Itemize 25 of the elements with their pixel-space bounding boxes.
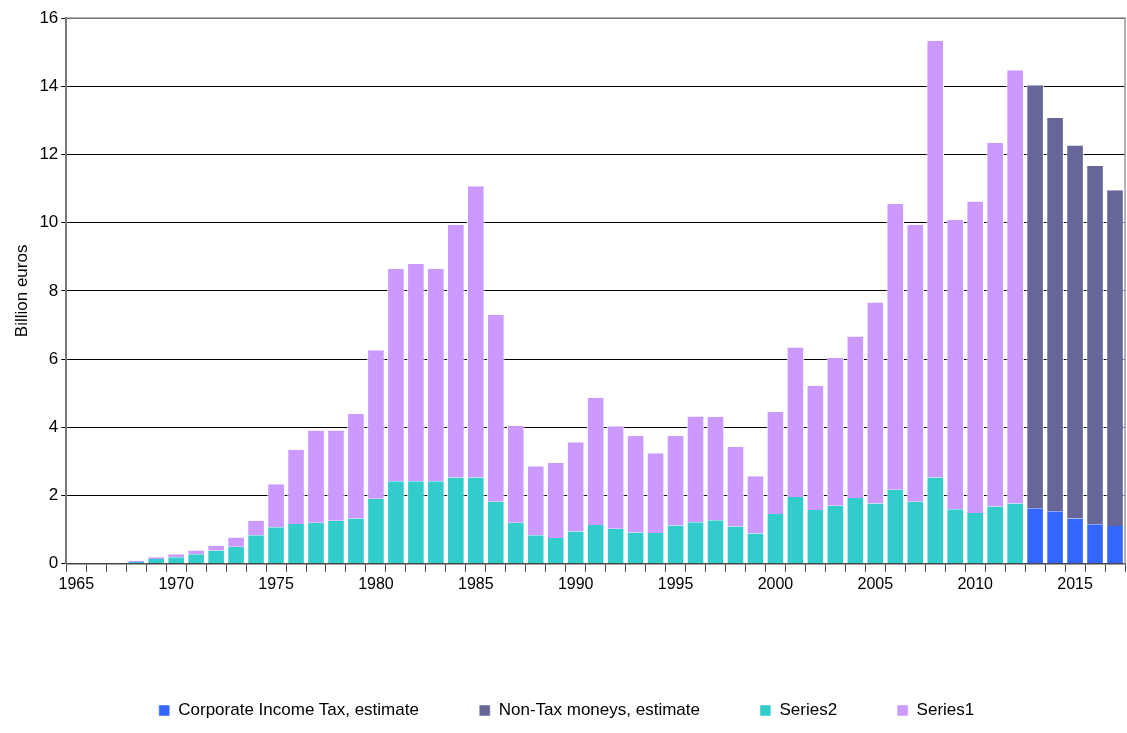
y-tick-label: 12: [39, 144, 59, 164]
x-tick-label: 2010: [957, 574, 994, 592]
x-tick-label: 1995: [657, 574, 694, 592]
y-tick-label: 10: [39, 212, 59, 232]
y-tick-label: 6: [48, 348, 59, 368]
legend-label: Corporate Income Tax, estimate: [178, 700, 419, 720]
y-tick-label: 8: [48, 280, 59, 300]
legend-label: Series1: [916, 700, 975, 720]
x-tick-label: 2000: [757, 574, 794, 592]
legend-label: Series2: [779, 700, 838, 720]
x-tick-label: 1985: [458, 574, 494, 592]
y-tick-label: 0: [48, 553, 59, 573]
y-axis-title: Billion euros: [11, 244, 31, 338]
y-tick-label: 16: [39, 7, 59, 27]
x-tick-label: 2015: [1057, 574, 1093, 592]
x-tick-label: 2005: [857, 574, 894, 592]
x-tick-label: 1980: [358, 574, 394, 592]
x-tick-label: 1975: [258, 574, 294, 592]
x-tick-label: 1990: [557, 574, 594, 592]
y-tick-label: 14: [39, 75, 59, 95]
y-tick-label: 2: [48, 485, 59, 505]
x-tick-label: 1970: [158, 574, 195, 592]
y-tick-label: 4: [48, 417, 59, 437]
x-tick-label: 1965: [58, 574, 95, 592]
legend-label: Non-Tax moneys, estimate: [498, 700, 700, 720]
